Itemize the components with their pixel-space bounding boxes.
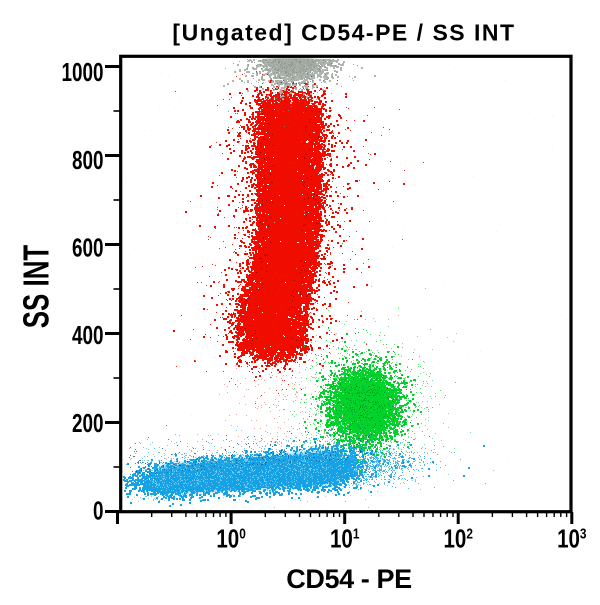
svg-text:[Ungated] CD54-PE / SS INT: [Ungated] CD54-PE / SS INT [172,20,515,46]
svg-text:200: 200 [72,409,103,437]
svg-text:800: 800 [72,146,103,174]
svg-text:0: 0 [93,497,104,525]
svg-text:400: 400 [72,321,103,349]
svg-text:CD54 - PE: CD54 - PE [286,564,411,594]
svg-text:SS INT: SS INT [16,245,56,329]
svg-text:600: 600 [72,234,103,262]
svg-text:1000: 1000 [62,58,104,86]
